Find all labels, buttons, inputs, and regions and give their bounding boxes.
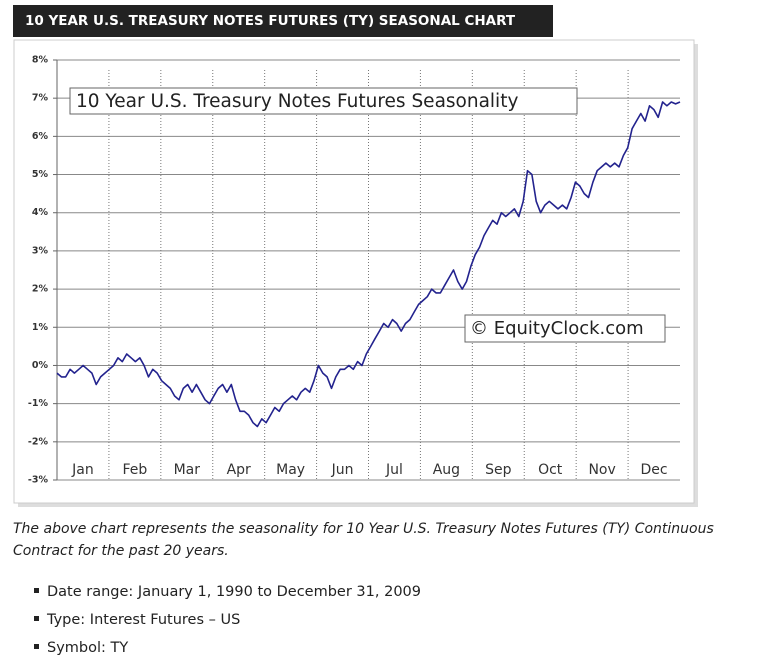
y-tick-label: 8% (32, 55, 49, 66)
y-tick-label: 0% (32, 360, 49, 371)
x-tick-label: Nov (588, 462, 615, 478)
x-tick-label: Apr (227, 462, 251, 478)
y-tick-label: 6% (32, 131, 49, 142)
y-tick-label: -2% (28, 436, 49, 447)
detail-item: Date range: January 1, 1990 to December … (28, 578, 421, 606)
detail-item: Type: Interest Futures – US (28, 606, 421, 634)
watermark-box (464, 314, 666, 343)
x-tick-label: Oct (538, 462, 563, 478)
y-tick-label: -1% (28, 398, 49, 409)
y-tick-label: -3% (28, 475, 49, 486)
x-tick-label: May (276, 462, 305, 478)
x-tick-label: Jul (385, 462, 403, 478)
page-header: 10 YEAR U.S. TREASURY NOTES FUTURES (TY)… (13, 5, 553, 37)
details-list: Date range: January 1, 1990 to December … (28, 578, 421, 662)
caption: The above chart represents the seasonali… (13, 521, 714, 559)
chart: -3% -2% -1% 0% 1% 2% 3% 4% 5% 6% 7% 8% Jan Feb Mar Apr M… (13, 39, 698, 507)
y-tick-label: 1% (32, 322, 49, 333)
x-tick-label: Feb (122, 462, 147, 478)
x-tick-label: Jun (331, 462, 354, 478)
y-tick-label: 7% (32, 93, 49, 104)
detail-item: Symbol: TY (28, 634, 421, 662)
y-tick-label: 2% (32, 284, 49, 295)
chart-frame (13, 39, 695, 504)
x-tick-label: Sep (485, 462, 512, 478)
watermark: © EquityClock.com (470, 318, 644, 339)
y-tick-label: 3% (32, 245, 49, 256)
legend-label: 10 Year U.S. Treasury Notes Futures Seas… (76, 91, 518, 112)
x-tick-label: Aug (433, 462, 460, 478)
x-tick-label: Jan (71, 462, 94, 478)
y-tick-label: 4% (32, 207, 49, 218)
series-line (56, 101, 681, 428)
y-tick-label: 5% (32, 169, 49, 180)
x-tick-label: Dec (640, 462, 667, 478)
x-tick-label: Mar (174, 462, 201, 478)
legend-box (69, 87, 578, 115)
